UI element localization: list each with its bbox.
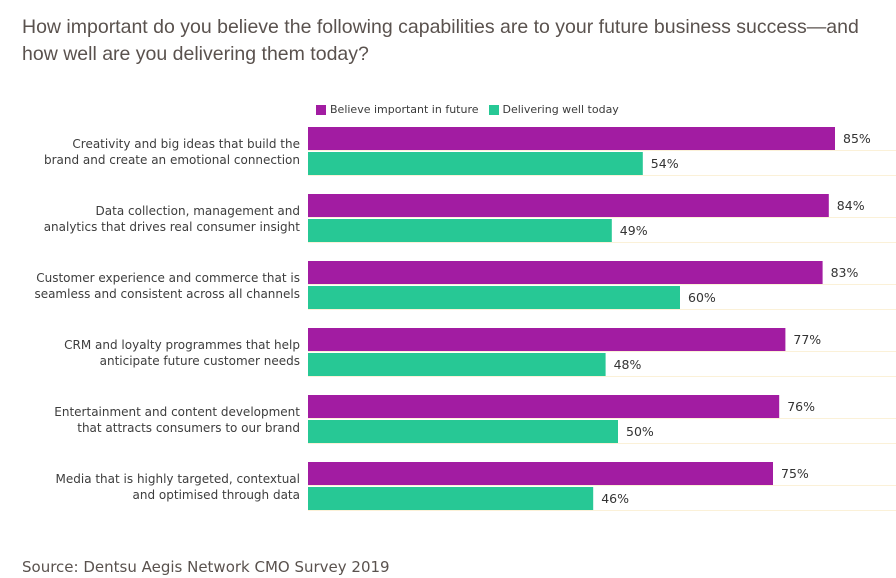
data-label: 75% [781,466,809,481]
data-label: 49% [620,223,648,238]
category-label: and optimised through data [133,488,300,502]
category-label: CRM and loyalty programmes that help [64,338,300,352]
data-label: 54% [651,156,679,171]
category-label: seamless and consistent across all chann… [34,287,300,301]
bar-important [308,127,835,150]
category-label: anticipate future customer needs [100,354,300,368]
bar-delivering [308,420,618,443]
bar-important [308,328,786,351]
category-label: Creativity and big ideas that build the [72,137,300,151]
category-label: Media that is highly targeted, contextua… [56,472,301,486]
bar-delivering [308,219,612,242]
bar-important [308,462,773,485]
data-label: 60% [688,290,716,305]
bar-delivering [308,286,680,309]
category-label: Customer experience and commerce that is [36,271,300,285]
legend-swatch-important [316,104,326,115]
data-label: 85% [843,131,871,146]
bar-delivering [308,152,643,175]
data-label: 77% [793,332,821,347]
data-label: 84% [837,198,865,213]
bar-delivering [308,487,594,510]
bar-delivering [308,353,606,376]
bar-important [308,194,829,217]
data-label: 50% [626,424,654,439]
bar-important [308,395,780,418]
bar-important [308,261,823,284]
legend-swatch-delivering [488,104,499,115]
legend: Believe important in future Delivering w… [316,103,629,116]
legend-label-delivering: Delivering well today [502,103,619,116]
category-label: brand and create an emotional connection [44,153,300,167]
source-note: Source: Dentsu Aegis Network CMO Survey … [22,558,390,576]
data-label: 76% [787,399,815,414]
legend-item-important: Believe important in future [316,103,479,116]
category-label: Data collection, management and [96,204,300,218]
data-label: 46% [601,491,629,506]
legend-label-important: Believe important in future [330,103,479,116]
legend-item-delivering: Delivering well today [488,103,619,116]
category-label: that attracts consumers to our brand [77,421,300,435]
data-label: 48% [614,357,642,372]
category-label: Entertainment and content development [54,405,300,419]
data-label: 83% [831,265,859,280]
category-label: analytics that drives real consumer insi… [44,220,301,234]
chart-title: How important do you believe the followi… [22,16,859,65]
